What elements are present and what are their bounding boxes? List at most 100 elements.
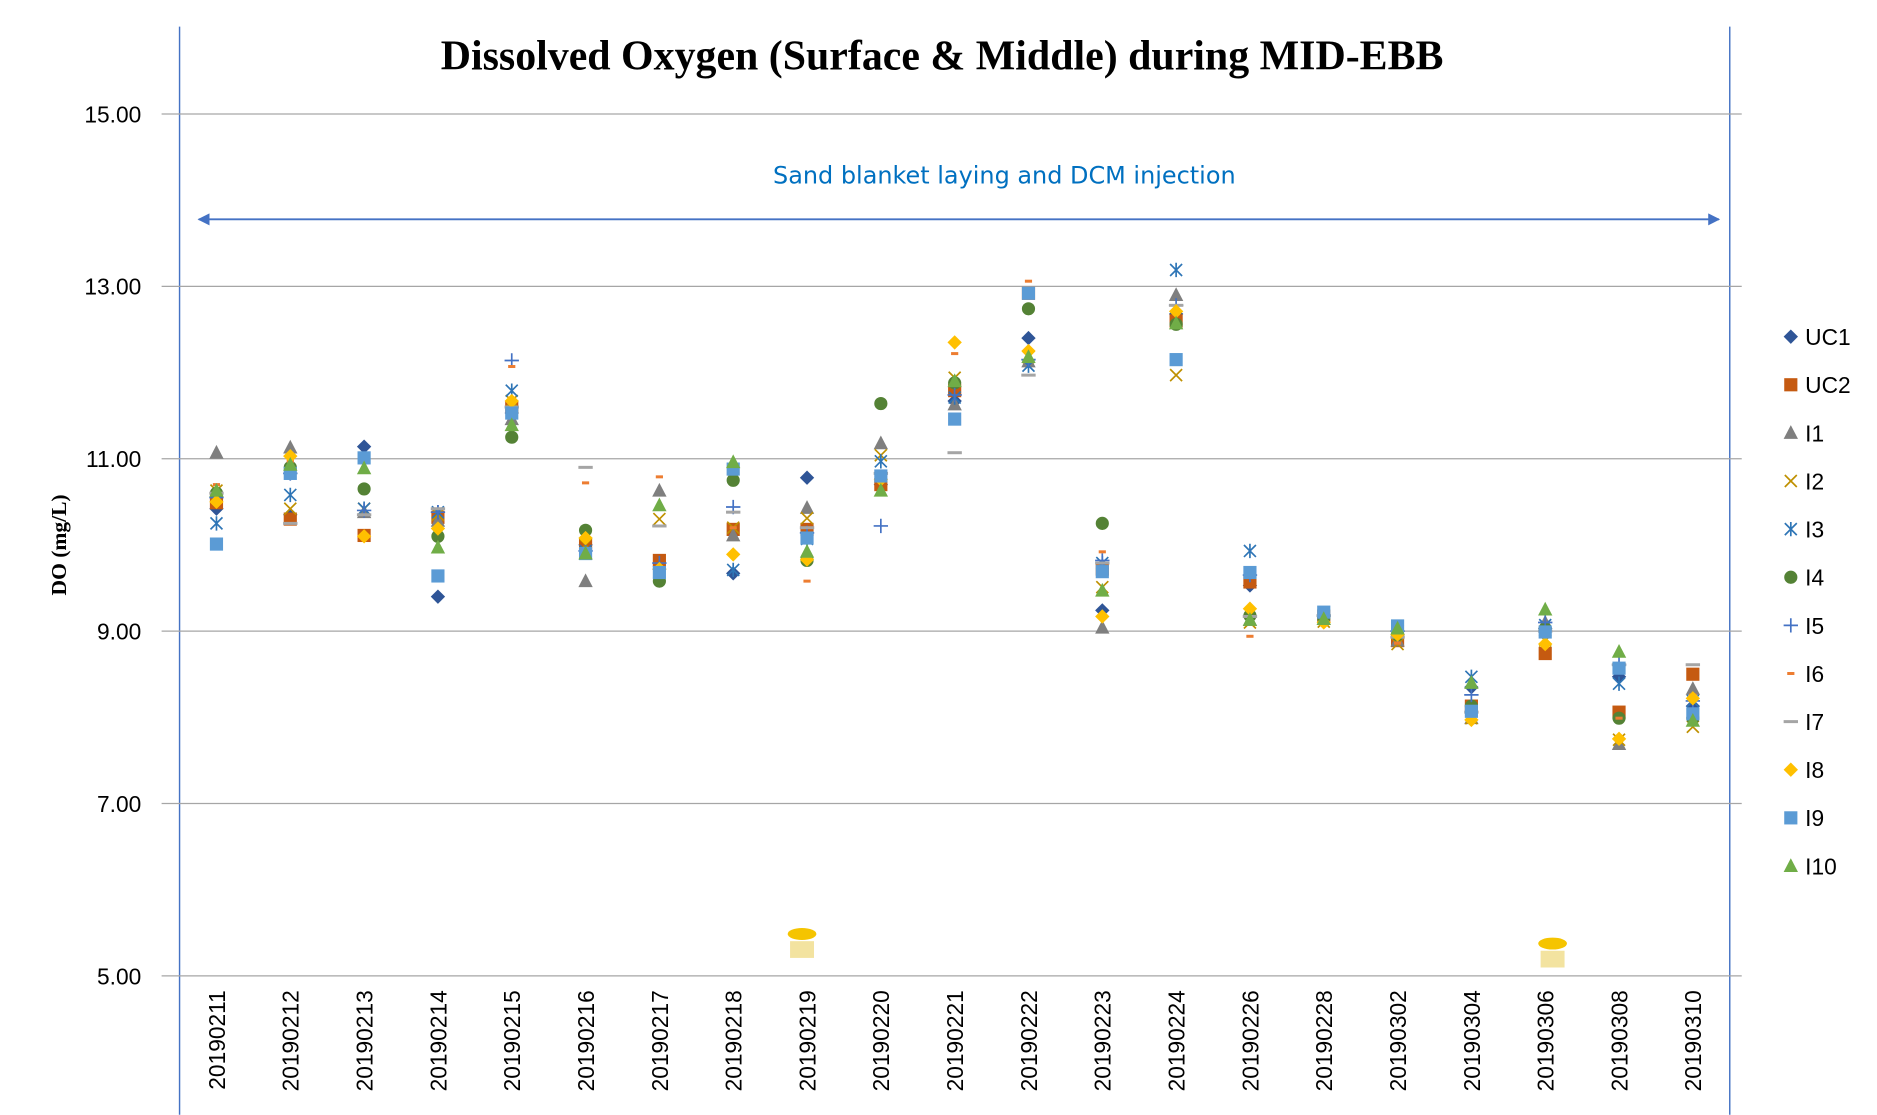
x-tick-label: 20190214 (425, 990, 451, 1091)
legend-marker (1784, 811, 1798, 825)
x-tick-label: 20190222 (1016, 990, 1042, 1091)
x-tick-label: 20190218 (721, 990, 747, 1091)
point (1685, 712, 1701, 727)
point (948, 412, 962, 426)
point (873, 482, 889, 497)
x-tick-label: 20190213 (351, 990, 377, 1091)
point (1095, 565, 1109, 579)
point (652, 512, 666, 526)
y-tick-label: 13.00 (84, 274, 141, 300)
point (1168, 315, 1184, 330)
point (1464, 704, 1478, 718)
x-tick-label: 20190302 (1385, 990, 1411, 1091)
point (800, 511, 814, 525)
point (1611, 644, 1627, 658)
point (1242, 612, 1258, 626)
x-tick-label: 20190306 (1533, 990, 1559, 1091)
x-tick-label: 20190219 (794, 990, 820, 1091)
weather-icon (1538, 937, 1567, 968)
point (505, 430, 519, 444)
point (209, 494, 224, 510)
point (652, 565, 666, 580)
point (947, 387, 962, 403)
point (283, 456, 298, 471)
legend-label: I3 (1805, 517, 1824, 543)
x-tick-label: 20190211 (204, 990, 230, 1089)
point (1168, 287, 1184, 301)
legend-item: I2 (1784, 468, 1824, 494)
legend-item: I4 (1784, 565, 1824, 591)
legend-marker (1784, 474, 1798, 488)
point (209, 516, 224, 531)
point (1021, 349, 1036, 364)
point (799, 500, 815, 514)
point (356, 439, 372, 454)
point (431, 529, 445, 543)
legend-label: UC1 (1805, 324, 1850, 350)
x-tick-label: 20190308 (1606, 990, 1632, 1091)
legend-label: I5 (1805, 613, 1824, 639)
point (1686, 667, 1700, 681)
point (1095, 582, 1110, 597)
y-tick-label: 9.00 (97, 618, 141, 644)
x-tick-label: 20190224 (1163, 990, 1189, 1091)
legend-marker (1783, 762, 1798, 777)
x-tick-label: 20190226 (1237, 990, 1263, 1091)
y-tick-label: 5.00 (97, 963, 141, 989)
legend-marker (1783, 425, 1798, 439)
point (209, 537, 224, 551)
point (209, 444, 224, 459)
point (947, 335, 962, 350)
legend-item: I3 (1784, 517, 1824, 543)
point (1538, 601, 1553, 616)
legend-item: UC1 (1783, 324, 1851, 350)
legend-item: UC2 (1784, 372, 1851, 398)
x-tick-label: 20190216 (573, 990, 599, 1091)
point (726, 562, 740, 578)
point (1390, 620, 1405, 635)
point (1095, 619, 1110, 634)
point (430, 521, 446, 536)
legend-label: I7 (1805, 709, 1824, 735)
legend-marker (1784, 521, 1798, 537)
legend-item: I9 (1784, 805, 1824, 831)
point (1685, 681, 1701, 695)
point (1538, 636, 1553, 652)
point (873, 435, 889, 450)
point (800, 531, 814, 545)
y-tick-label: 15.00 (84, 101, 141, 127)
legend-item: I5 (1783, 613, 1824, 639)
x-tick-label: 20190217 (647, 990, 673, 1091)
legend-label: I9 (1805, 805, 1824, 831)
point (356, 460, 372, 475)
legend: UC1 UC2 I1 I2 I3 I4 I5 I6 I7 I8 I9 I10 (1783, 324, 1851, 879)
y-axis-label: DO (mg/L) (47, 494, 71, 595)
point (578, 545, 593, 560)
point (726, 473, 740, 487)
point (1243, 543, 1257, 559)
point (873, 518, 889, 534)
y-tick-label: 7.00 (97, 791, 141, 817)
legend-label: I10 (1805, 853, 1837, 879)
point (1612, 676, 1626, 691)
legend-item: I10 (1783, 853, 1837, 879)
y-tick-label: 11.00 (86, 446, 141, 472)
legend-label: I4 (1805, 565, 1824, 591)
points (209, 262, 1701, 751)
point (726, 527, 741, 542)
point (652, 497, 667, 512)
point (874, 469, 888, 483)
point (1538, 646, 1552, 661)
point (578, 523, 593, 537)
legend-label: UC2 (1805, 372, 1850, 398)
x-tick-label: 20190221 (942, 990, 968, 1091)
point (504, 417, 519, 432)
point (1169, 368, 1183, 382)
point (726, 454, 741, 469)
point (874, 454, 888, 469)
legend-marker (1783, 618, 1798, 633)
point (430, 513, 446, 527)
legend-item: I7 (1783, 709, 1824, 735)
